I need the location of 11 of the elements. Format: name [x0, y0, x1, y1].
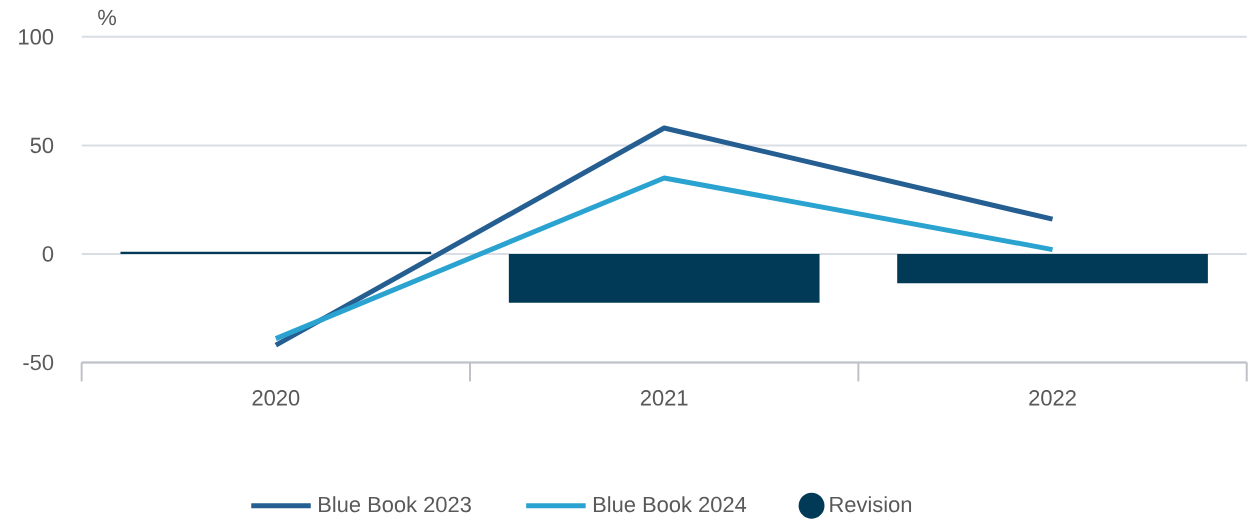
- legend-label: Revision: [830, 496, 912, 513]
- legend-label: Blue Book 2024: [593, 496, 747, 513]
- y-tick-label: 100: [19, 28, 54, 45]
- y-tick-label: 50: [30, 137, 54, 153]
- x-tick-label: 2021: [640, 389, 688, 406]
- y-tick-label: 0: [42, 246, 54, 262]
- y-axis-title: %: [98, 9, 116, 26]
- legend-label: Blue Book 2023: [319, 496, 471, 513]
- x-tick-label: 2022: [1029, 389, 1076, 406]
- x-tick-label: 2020: [252, 389, 300, 406]
- y-tick-label: -50: [23, 354, 54, 371]
